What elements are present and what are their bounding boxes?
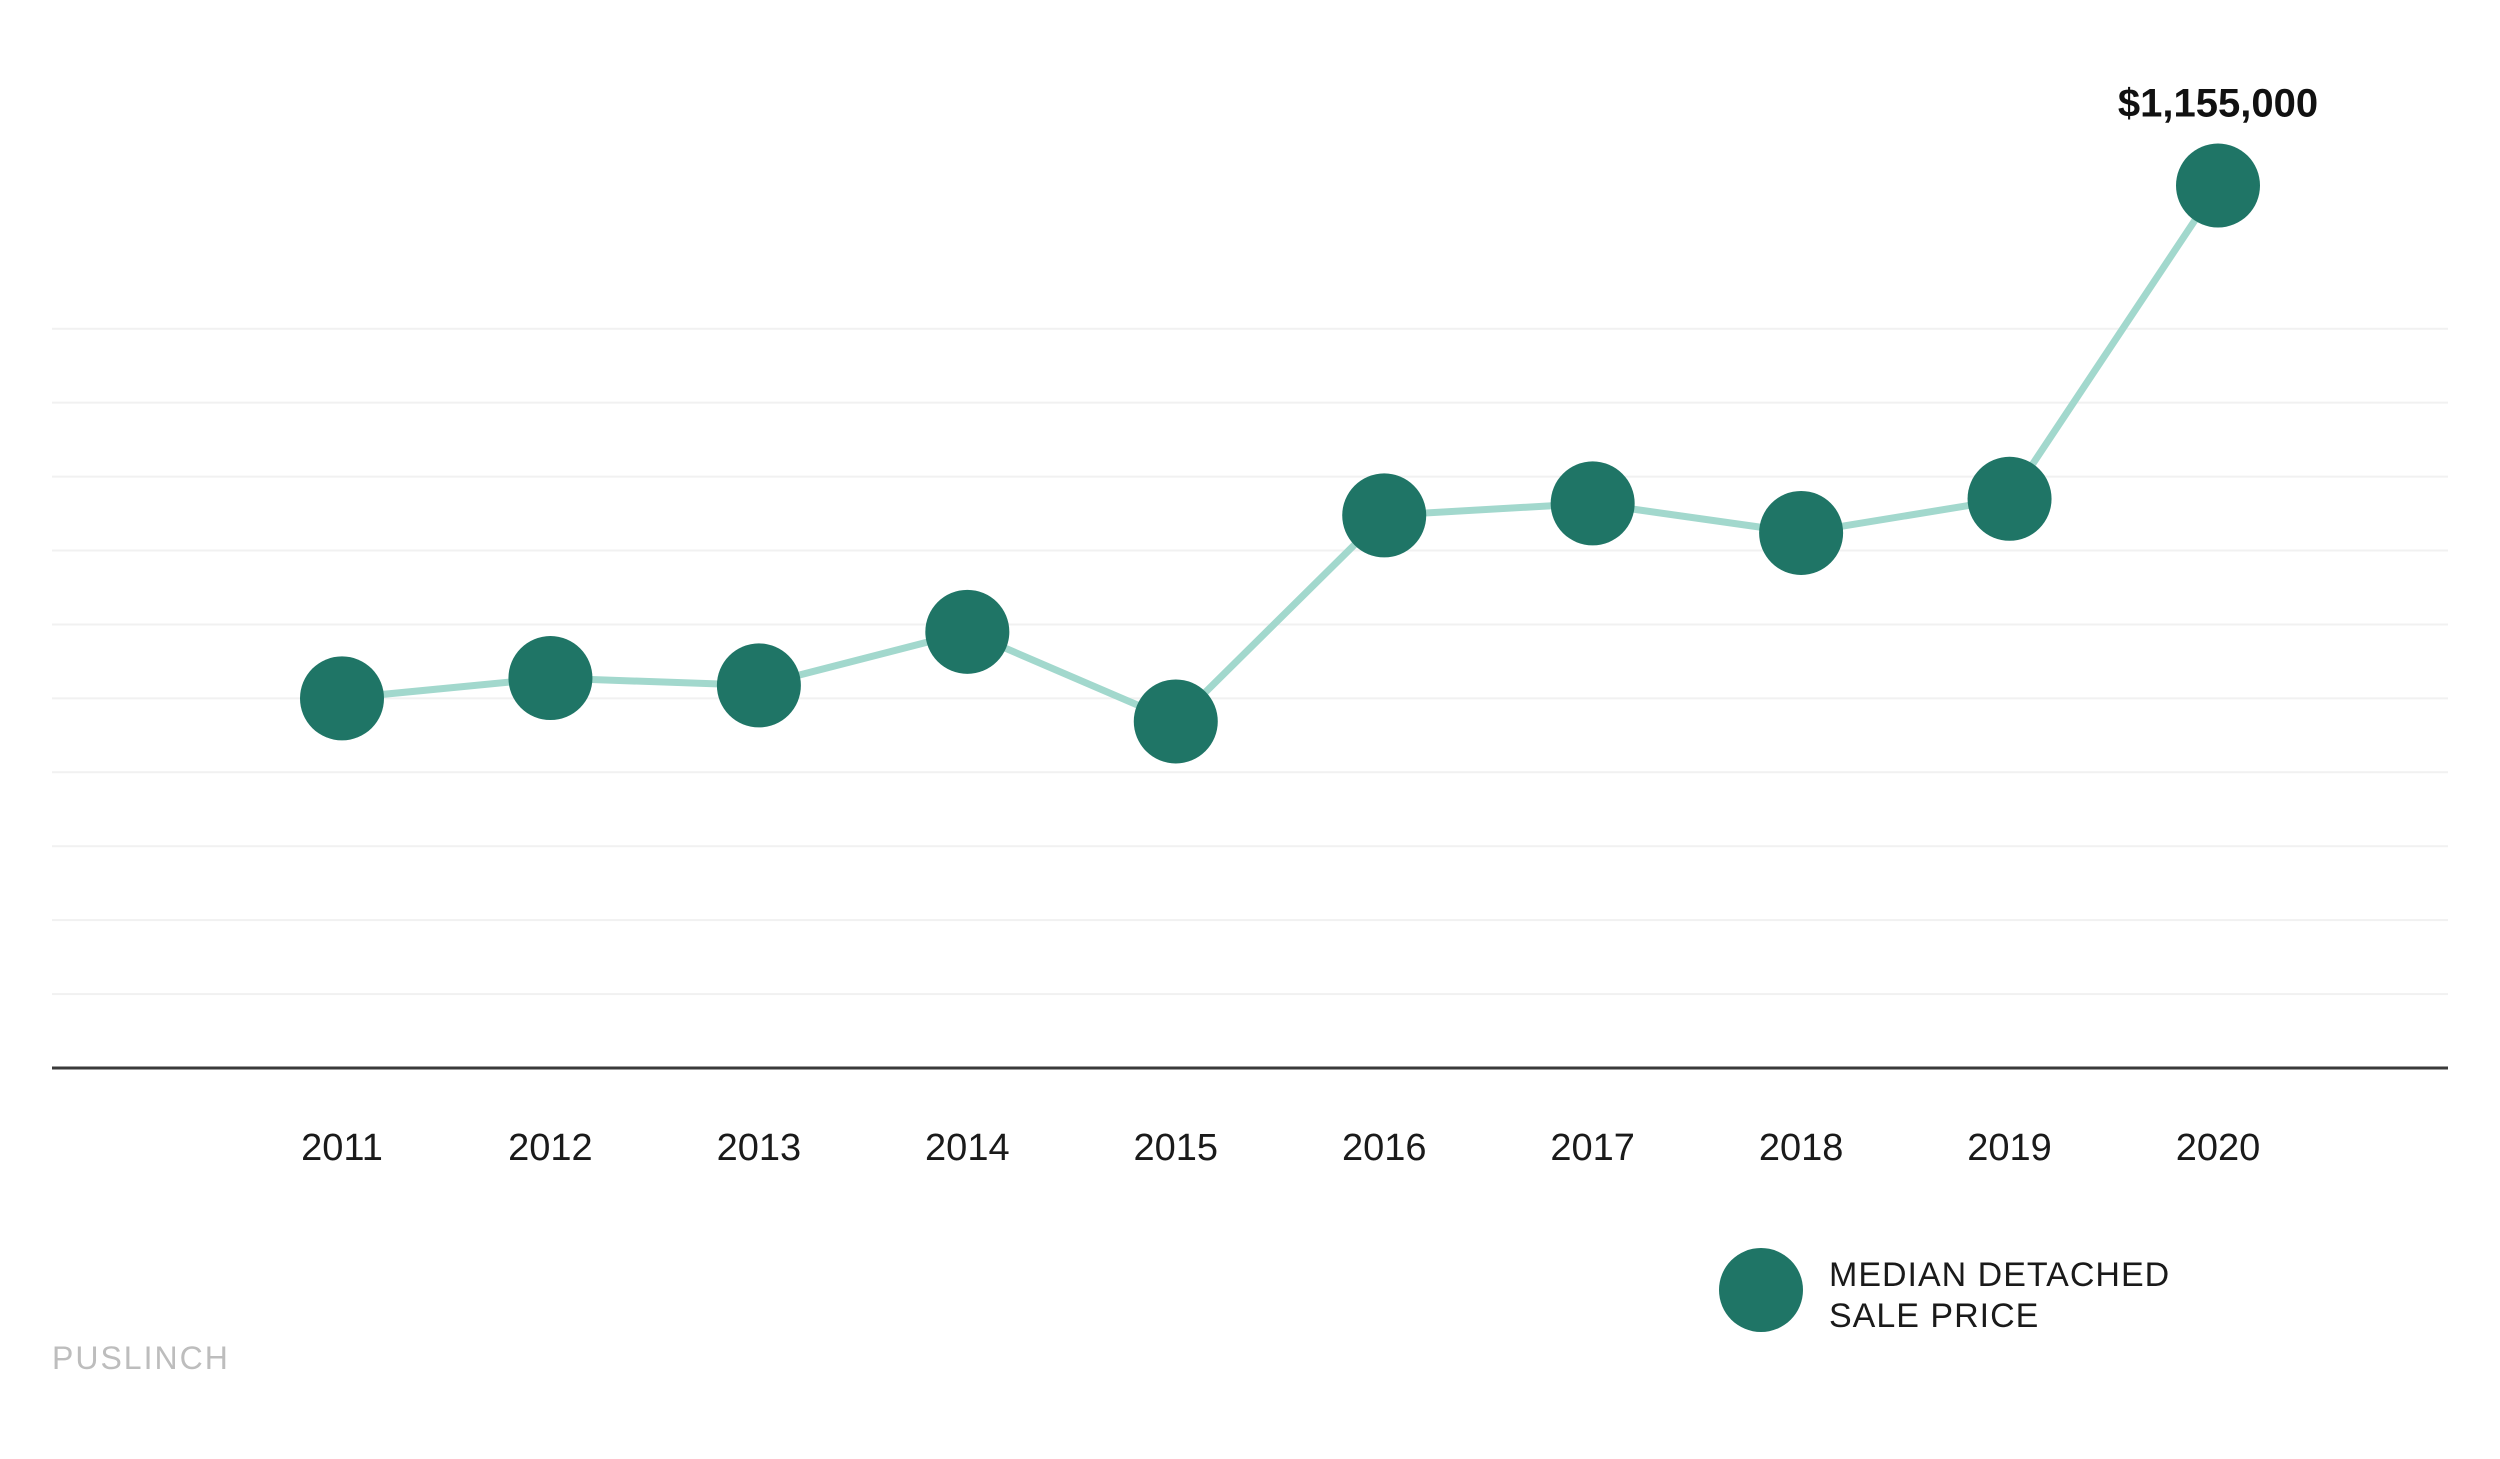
annotations: $1,155,000 — [2118, 82, 2318, 126]
data-point-2014 — [925, 589, 1010, 674]
x-tick-label: 2017 — [1550, 1127, 1635, 1169]
legend: MEDIAN DETACHED SALE PRICE — [1719, 1248, 2170, 1335]
x-tick-label: 2011 — [301, 1127, 383, 1169]
series-lines — [338, 182, 2222, 725]
data-point-2012 — [508, 636, 593, 721]
data-point-2020 — [2176, 143, 2260, 228]
data-point-2017 — [1550, 461, 1635, 546]
series-points — [300, 143, 2260, 764]
series-line-segment — [1172, 511, 1388, 725]
x-tick-labels: 2011 2012 2013 2014 2015 2016 2017 2018 2019 2020 — [301, 1127, 2260, 1169]
data-point-2015 — [1133, 679, 1218, 764]
data-point-2019 — [1967, 456, 2052, 541]
x-tick-label: 2016 — [1342, 1127, 1427, 1169]
legend-label-line-1: MEDIAN DETACHED — [1829, 1256, 2170, 1294]
data-point-2016 — [1342, 473, 1427, 558]
x-tick-label: 2018 — [1759, 1127, 1844, 1169]
x-tick-label: 2012 — [508, 1127, 593, 1169]
gridlines — [52, 327, 2448, 996]
x-tick-label: 2014 — [925, 1127, 1010, 1169]
x-tick-label: 2019 — [1967, 1127, 2052, 1169]
location-label: PUSLINCH — [52, 1340, 230, 1376]
data-point-2018 — [1759, 490, 1844, 575]
data-point-2013 — [716, 643, 801, 728]
x-tick-label: 2020 — [2176, 1127, 2261, 1169]
series-line-segment — [2006, 182, 2222, 503]
data-label-2020: $1,155,000 — [2118, 82, 2318, 126]
legend-marker — [1719, 1248, 1803, 1332]
data-point-2011 — [300, 656, 384, 741]
x-tick-label: 2015 — [1134, 1127, 1219, 1169]
legend-label-line-2: SALE PRICE — [1829, 1297, 2039, 1335]
x-tick-label: 2013 — [717, 1127, 802, 1169]
